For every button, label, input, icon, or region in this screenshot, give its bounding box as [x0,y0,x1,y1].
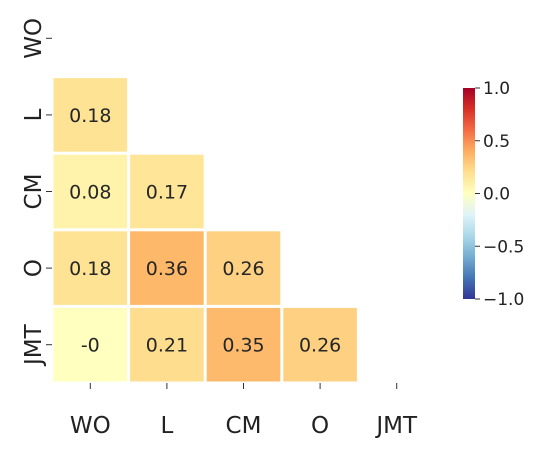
colorbar-gradient [463,88,475,299]
cell-o-cm: 0.26 [206,231,281,305]
heatmap-cell [283,307,357,382]
cell-o-wo: 0.18 [53,231,128,305]
colorbar-tick-label: 0.0 [483,185,510,205]
y-tick-label-jmt: JMT [21,323,47,367]
x-tick-label-wo: WO [70,413,111,439]
cell-value-label: 0.18 [69,105,111,127]
heatmap-cell [130,231,204,305]
cell-value-label: 0.17 [146,182,188,204]
heatmap-cell [53,78,128,152]
heatmap-cell [53,154,128,229]
x-tick-label-cm: CM [226,413,262,439]
y-tick-label-cm: CM [21,174,47,210]
x-axis: WO L CM O JMT [70,383,418,439]
colorbar-tick-label: −0.5 [483,237,524,257]
cell-cm-l: 0.17 [130,154,204,229]
heatmap-cell [53,231,128,305]
cell-value-label: 0.21 [146,335,188,357]
heatmap-cells: 0.18 0.08 0.17 0.18 0.36 0.26 -0 0.21 0.35 0.26 [53,78,357,382]
x-tick-label-jmt: JMT [374,413,418,439]
heatmap-cell [53,307,128,382]
cell-value-label: -0 [81,335,100,357]
cell-value-label: 0.18 [69,258,111,280]
cell-value-label: 0.26 [222,258,264,280]
cell-jmt-l: 0.21 [130,307,204,382]
y-tick-label-l: L [21,108,47,121]
cell-value-label: 0.08 [69,182,111,204]
cell-value-label: 0.26 [299,335,341,357]
heatmap-cell [206,231,281,305]
colorbar-tick-label: 1.0 [483,79,510,99]
cell-jmt-cm: 0.35 [206,307,281,382]
heatmap-cell [130,154,204,229]
y-axis: WO L CM O JMT [21,18,52,367]
heatmap-cell [130,307,204,382]
colorbar-tick-label: −1.0 [483,290,524,310]
heatmap-cell [206,307,281,382]
colorbar: 1.0 0.5 0.0 −0.5 −1.0 [463,79,524,310]
x-tick-label-o: O [311,413,329,439]
cell-jmt-wo: -0 [53,307,128,382]
cell-value-label: 0.36 [146,258,188,280]
colorbar-tick-label: 0.5 [483,132,510,152]
y-tick-label-wo: WO [21,18,47,59]
cell-cm-wo: 0.08 [53,154,128,229]
x-tick-label-l: L [160,413,173,439]
cell-value-label: 0.35 [222,335,264,357]
cell-o-l: 0.36 [130,231,204,305]
y-tick-label-o: O [21,259,47,277]
cell-jmt-o: 0.26 [283,307,357,382]
cell-l-wo: 0.18 [53,78,128,152]
